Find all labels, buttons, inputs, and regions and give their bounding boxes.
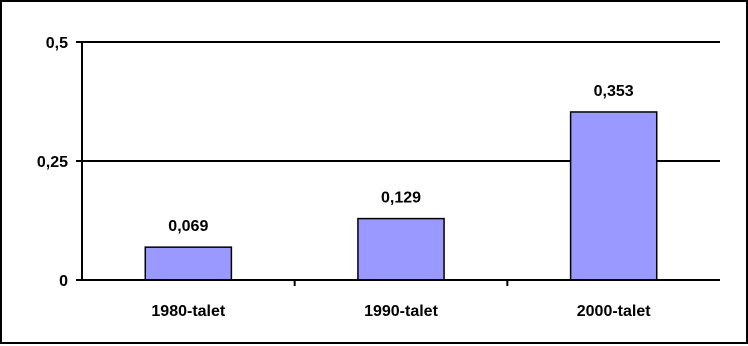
y-tick-label-1: 0,25 — [37, 154, 68, 171]
labels: 0,069 1980-talet 0,129 1990-talet 0,353 2000-… — [37, 35, 651, 320]
category-label-1: 1990-talet — [364, 303, 438, 320]
axes — [76, 41, 720, 286]
bar-1 — [357, 217, 445, 281]
data-label-2: 0,353 — [594, 83, 634, 100]
category-label-0: 1980-talet — [151, 303, 225, 320]
bars — [144, 111, 658, 281]
category-label-2: 2000-talet — [577, 303, 651, 320]
data-label-1: 0,129 — [381, 190, 421, 207]
data-label-0: 0,069 — [168, 218, 208, 235]
y-tick-label-2: 0,5 — [46, 35, 68, 52]
bar-2 — [569, 111, 658, 281]
y-tick-label-0: 0 — [59, 273, 68, 290]
bar-0 — [144, 246, 233, 281]
